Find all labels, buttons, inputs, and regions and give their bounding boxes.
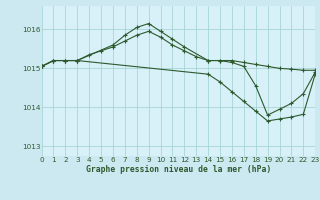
X-axis label: Graphe pression niveau de la mer (hPa): Graphe pression niveau de la mer (hPa) [86,165,271,174]
